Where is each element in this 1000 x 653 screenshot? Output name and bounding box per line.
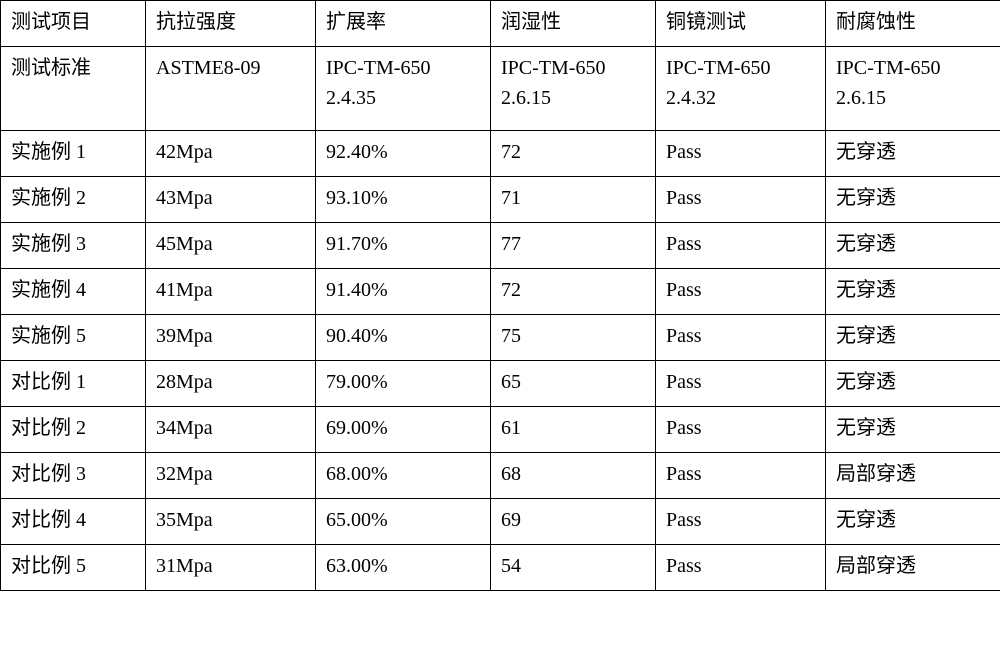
- row-cell: 无穿透: [826, 361, 1000, 407]
- table-container: 测试项目 抗拉强度 扩展率 润湿性 铜镜测试 耐腐蚀性 测试标准 ASTME8-…: [0, 0, 1000, 653]
- table-row: 实施例 2 43Mpa 93.10% 71 Pass 无穿透: [1, 177, 1000, 223]
- row-cell: 无穿透: [826, 499, 1000, 545]
- row-cell: Pass: [656, 407, 826, 453]
- row-cell: 31Mpa: [146, 545, 316, 591]
- standards-line2: 2.6.15: [501, 83, 645, 113]
- header-label: 测试项目: [1, 1, 146, 47]
- row-cell: Pass: [656, 177, 826, 223]
- standards-line1: ASTME8-09: [156, 53, 305, 83]
- row-cell: 68: [491, 453, 656, 499]
- table-row: 实施例 3 45Mpa 91.70% 77 Pass 无穿透: [1, 223, 1000, 269]
- row-cell: 61: [491, 407, 656, 453]
- standards-line1: IPC-TM-650: [501, 53, 645, 83]
- row-cell: 65.00%: [316, 499, 491, 545]
- table-row: 对比例 3 32Mpa 68.00% 68 Pass 局部穿透: [1, 453, 1000, 499]
- row-cell: 75: [491, 315, 656, 361]
- row-cell: 39Mpa: [146, 315, 316, 361]
- row-cell: 34Mpa: [146, 407, 316, 453]
- table-standards-row: 测试标准 ASTME8-09 IPC-TM-650 2.4.35 IPC-TM-…: [1, 47, 1000, 131]
- row-cell: 69.00%: [316, 407, 491, 453]
- table-row: 对比例 2 34Mpa 69.00% 61 Pass 无穿透: [1, 407, 1000, 453]
- table-row: 实施例 5 39Mpa 90.40% 75 Pass 无穿透: [1, 315, 1000, 361]
- row-cell: 71: [491, 177, 656, 223]
- header-col: 抗拉强度: [146, 1, 316, 47]
- row-cell: Pass: [656, 131, 826, 177]
- standards-cell: IPC-TM-650 2.6.15: [826, 47, 1000, 131]
- row-cell: 91.70%: [316, 223, 491, 269]
- row-label: 对比例 1: [1, 361, 146, 407]
- row-cell: 28Mpa: [146, 361, 316, 407]
- row-cell: Pass: [656, 453, 826, 499]
- row-cell: 45Mpa: [146, 223, 316, 269]
- row-cell: 69: [491, 499, 656, 545]
- row-cell: 77: [491, 223, 656, 269]
- row-cell: 72: [491, 269, 656, 315]
- row-cell: 90.40%: [316, 315, 491, 361]
- standards-cell: IPC-TM-650 2.6.15: [491, 47, 656, 131]
- row-label: 对比例 3: [1, 453, 146, 499]
- standards-label: 测试标准: [1, 47, 146, 131]
- row-cell: 无穿透: [826, 269, 1000, 315]
- row-cell: 91.40%: [316, 269, 491, 315]
- row-cell: 无穿透: [826, 407, 1000, 453]
- standards-cell: IPC-TM-650 2.4.32: [656, 47, 826, 131]
- header-col: 铜镜测试: [656, 1, 826, 47]
- standards-cell: IPC-TM-650 2.4.35: [316, 47, 491, 131]
- standards-line1: IPC-TM-650: [836, 53, 990, 83]
- table-row: 对比例 4 35Mpa 65.00% 69 Pass 无穿透: [1, 499, 1000, 545]
- row-cell: 局部穿透: [826, 545, 1000, 591]
- standards-line2: 2.6.15: [836, 83, 990, 113]
- header-col: 耐腐蚀性: [826, 1, 1000, 47]
- table-header-row: 测试项目 抗拉强度 扩展率 润湿性 铜镜测试 耐腐蚀性: [1, 1, 1000, 47]
- standards-cell: ASTME8-09: [146, 47, 316, 131]
- row-cell: Pass: [656, 545, 826, 591]
- row-cell: Pass: [656, 223, 826, 269]
- row-label: 对比例 5: [1, 545, 146, 591]
- row-label: 对比例 2: [1, 407, 146, 453]
- row-cell: 无穿透: [826, 223, 1000, 269]
- table-row: 对比例 5 31Mpa 63.00% 54 Pass 局部穿透: [1, 545, 1000, 591]
- row-cell: Pass: [656, 315, 826, 361]
- standards-line2: 2.4.32: [666, 83, 815, 113]
- row-cell: Pass: [656, 499, 826, 545]
- table-row: 实施例 1 42Mpa 92.40% 72 Pass 无穿透: [1, 131, 1000, 177]
- row-cell: 局部穿透: [826, 453, 1000, 499]
- row-label: 实施例 4: [1, 269, 146, 315]
- standards-line1: IPC-TM-650: [326, 53, 480, 83]
- row-cell: 93.10%: [316, 177, 491, 223]
- row-cell: 42Mpa: [146, 131, 316, 177]
- standards-line1: IPC-TM-650: [666, 53, 815, 83]
- results-table: 测试项目 抗拉强度 扩展率 润湿性 铜镜测试 耐腐蚀性 测试标准 ASTME8-…: [0, 0, 1000, 591]
- header-col: 润湿性: [491, 1, 656, 47]
- row-label: 实施例 1: [1, 131, 146, 177]
- row-cell: 32Mpa: [146, 453, 316, 499]
- row-cell: 54: [491, 545, 656, 591]
- row-cell: 35Mpa: [146, 499, 316, 545]
- header-col: 扩展率: [316, 1, 491, 47]
- row-cell: 65: [491, 361, 656, 407]
- standards-line2: 2.4.35: [326, 83, 480, 113]
- row-cell: Pass: [656, 269, 826, 315]
- row-cell: 无穿透: [826, 177, 1000, 223]
- row-label: 对比例 4: [1, 499, 146, 545]
- row-cell: 72: [491, 131, 656, 177]
- row-cell: 79.00%: [316, 361, 491, 407]
- row-cell: 无穿透: [826, 315, 1000, 361]
- row-cell: 43Mpa: [146, 177, 316, 223]
- row-cell: 41Mpa: [146, 269, 316, 315]
- table-row: 对比例 1 28Mpa 79.00% 65 Pass 无穿透: [1, 361, 1000, 407]
- row-label: 实施例 5: [1, 315, 146, 361]
- row-cell: Pass: [656, 361, 826, 407]
- row-cell: 63.00%: [316, 545, 491, 591]
- row-cell: 无穿透: [826, 131, 1000, 177]
- row-cell: 68.00%: [316, 453, 491, 499]
- row-label: 实施例 3: [1, 223, 146, 269]
- table-row: 实施例 4 41Mpa 91.40% 72 Pass 无穿透: [1, 269, 1000, 315]
- row-label: 实施例 2: [1, 177, 146, 223]
- row-cell: 92.40%: [316, 131, 491, 177]
